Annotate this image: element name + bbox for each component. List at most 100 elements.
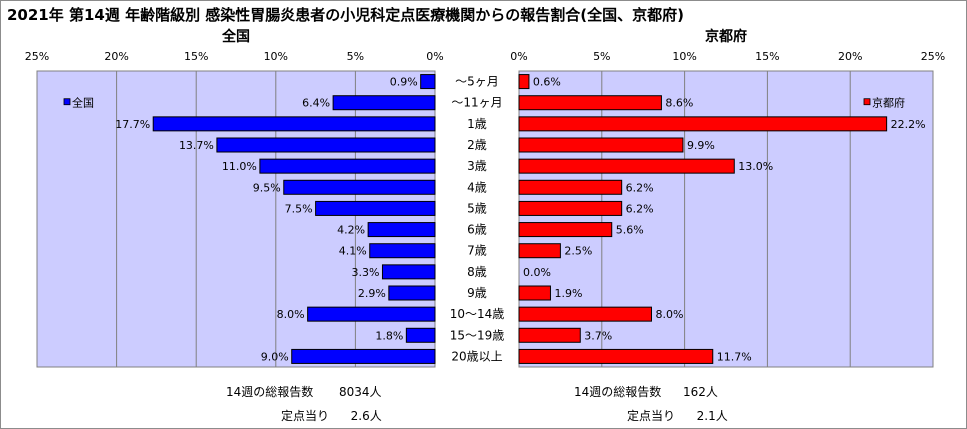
national-per-site: 定点当り 2.6人: [281, 407, 382, 424]
kyoto-bar: [518, 179, 623, 195]
kyoto-data-label: 0.0%: [523, 266, 551, 279]
kyoto-bar: [518, 306, 652, 322]
national-tick-label: 10%: [264, 50, 288, 63]
right-panel-kyoto: 0% 5% 10% 15% 20% 25% 京都府 0.6% 8.6% 22.2% 9.9% 13.0…: [510, 28, 945, 368]
national-data-label: 4.2%: [337, 224, 365, 237]
left-panel-national: 0% 5% 10% 15% 20% 25% 全国 0.9% 6.4% 17.7% 13.7% 11.0…: [25, 28, 444, 368]
national-legend-swatch: [63, 98, 71, 106]
age-category-label: 1歳: [467, 117, 487, 131]
national-per-value: 2.6人: [350, 409, 382, 423]
national-data-label: 17.7%: [115, 118, 150, 131]
kyoto-data-label: 5.6%: [616, 224, 644, 237]
age-category-label: 8歳: [467, 265, 487, 279]
national-bar: [367, 222, 436, 238]
national-data-label: 9.0%: [261, 350, 289, 363]
kyoto-per-site: 定点当り 2.1人: [627, 407, 728, 424]
age-category-label: 6歳: [467, 223, 487, 237]
kyoto-data-label: 6.2%: [626, 181, 654, 194]
age-category-label: 7歳: [467, 244, 487, 258]
national-bar: [315, 200, 436, 216]
national-legend-label: 全国: [72, 96, 94, 110]
national-bar: [405, 327, 436, 343]
age-category-label: 4歳: [467, 180, 487, 194]
kyoto-data-label: 11.7%: [717, 350, 752, 363]
kyoto-data-label: 6.2%: [626, 202, 654, 215]
kyoto-data-label: 9.9%: [687, 139, 715, 152]
national-plot-area: [36, 70, 436, 368]
kyoto-bar: [518, 348, 714, 364]
national-data-label: 8.0%: [277, 308, 305, 321]
national-data-label: 6.4%: [302, 97, 330, 110]
kyoto-data-label: 8.0%: [655, 308, 683, 321]
age-labels: ～5ヶ月 ～11ヶ月 1歳 2歳 3歳 4歳 5歳 6歳 7歳 8歳 9歳 10～14歳 15～19歳 2…: [450, 75, 505, 364]
age-category-label: 10～14歳: [450, 307, 505, 321]
kyoto-tick-label: 10%: [672, 50, 696, 63]
kyoto-tick-label: 15%: [755, 50, 779, 63]
age-category-label: 15～19歳: [450, 328, 505, 342]
kyoto-bar: [518, 243, 561, 259]
national-data-label: 11.0%: [222, 160, 257, 173]
kyoto-data-label: 1.9%: [554, 287, 582, 300]
national-bar: [307, 306, 436, 322]
kyoto-per-value: 2.1人: [696, 409, 728, 423]
kyoto-bar: [518, 200, 623, 216]
kyoto-panel-title: 京都府: [705, 28, 747, 45]
kyoto-bar: [518, 285, 551, 301]
kyoto-bar: [518, 158, 735, 174]
national-tick-label: 20%: [104, 50, 128, 63]
kyoto-legend-label: 京都府: [872, 96, 905, 110]
kyoto-bar: [518, 222, 613, 238]
kyoto-total: 14週の総報告数 162人: [574, 383, 718, 400]
age-category-label: ～11ヶ月: [451, 96, 502, 110]
chart-title: 2021年 第14週 年齢階級別 感染性胃腸炎患者の小児科定点医療機関からの報告…: [7, 6, 685, 24]
national-bar: [388, 285, 436, 301]
kyoto-bar: [518, 137, 684, 153]
national-data-label: 3.3%: [352, 266, 380, 279]
national-bar: [152, 116, 436, 132]
national-bar: [420, 74, 436, 90]
kyoto-bar: [518, 116, 888, 132]
kyoto-per-label: 定点当り: [627, 409, 676, 423]
age-category-label: ～5ヶ月: [455, 75, 499, 89]
kyoto-data-label: 2.5%: [564, 245, 592, 258]
national-total: 14週の総報告数 8034人: [226, 383, 381, 400]
national-bar: [369, 243, 436, 259]
national-bar: [259, 158, 436, 174]
age-category-label: 20歳以上: [451, 349, 502, 363]
kyoto-tick-label: 25%: [921, 50, 945, 63]
national-tick-label: 25%: [25, 50, 49, 63]
kyoto-bar: [518, 95, 662, 111]
national-data-label: 2.9%: [358, 287, 386, 300]
national-bar: [216, 137, 436, 153]
national-data-label: 9.5%: [253, 181, 281, 194]
kyoto-legend-swatch: [863, 98, 871, 106]
kyoto-data-label: 0.6%: [533, 76, 561, 89]
national-tick-label: 0%: [426, 50, 443, 63]
kyoto-tick-label: 5%: [593, 50, 610, 63]
kyoto-data-label: 3.7%: [584, 329, 612, 342]
national-total-value: 8034人: [338, 385, 382, 399]
kyoto-bar: [518, 74, 530, 90]
age-category-label: 9歳: [467, 286, 487, 300]
kyoto-data-label: 22.2%: [891, 118, 926, 131]
national-per-label: 定点当り: [281, 409, 330, 423]
national-data-label: 7.5%: [285, 202, 313, 215]
national-tick-label: 15%: [184, 50, 208, 63]
national-data-label: 0.9%: [390, 76, 418, 89]
national-tick-label: 5%: [347, 50, 364, 63]
kyoto-data-label: 8.6%: [665, 97, 693, 110]
national-panel-title: 全国: [221, 28, 250, 45]
national-bar: [291, 348, 436, 364]
kyoto-plot-area: [518, 70, 934, 368]
kyoto-total-value: 162人: [682, 385, 718, 399]
national-data-label: 1.8%: [375, 329, 403, 342]
age-category-label: 3歳: [467, 159, 487, 173]
age-category-label: 5歳: [467, 201, 487, 215]
age-category-label: 2歳: [467, 138, 487, 152]
kyoto-bar: [518, 327, 581, 343]
kyoto-tick-label: 0%: [510, 50, 527, 63]
national-bar: [332, 95, 436, 111]
kyoto-tick-label: 20%: [838, 50, 862, 63]
national-bar: [381, 264, 436, 280]
